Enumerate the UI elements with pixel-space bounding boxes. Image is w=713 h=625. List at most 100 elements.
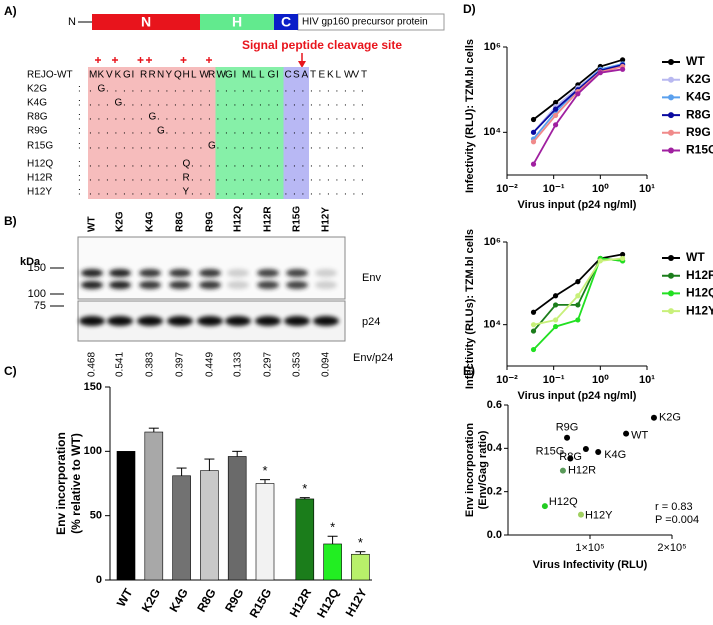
point	[530, 322, 537, 328]
legend-marker	[668, 308, 674, 315]
env-band	[227, 269, 249, 277]
env-band	[169, 281, 191, 289]
significance: *	[302, 481, 307, 496]
p24-band	[313, 316, 339, 326]
x-tick-label: K2G	[139, 586, 163, 614]
point	[530, 129, 537, 135]
x-tick-label: H12R	[287, 586, 315, 620]
point	[552, 302, 559, 308]
ratio: 0.297	[263, 352, 274, 377]
p24-band	[137, 316, 163, 326]
panel-label: B)	[4, 214, 17, 228]
lane-label: H12Y	[321, 207, 332, 232]
ratio: 0.397	[175, 352, 186, 377]
legend-label: H12Q	[686, 286, 713, 300]
x-tick-label: H12Q	[314, 586, 342, 620]
bar	[200, 470, 219, 581]
domain-c	[274, 14, 298, 30]
p24-band	[79, 316, 105, 326]
blot-env	[77, 236, 346, 300]
point	[650, 414, 657, 421]
legend-marker	[668, 255, 674, 261]
y-label: Infectivity (RLUs): TZM.bl cells	[464, 229, 476, 389]
point-label: R15G	[536, 445, 565, 457]
env-band	[81, 269, 103, 277]
ratio: 0.133	[233, 352, 244, 377]
legend-label: WT	[686, 54, 705, 68]
env-band	[227, 281, 249, 289]
y-label: (% relative to WT)	[69, 433, 83, 534]
domain-h	[200, 14, 274, 30]
x-tick-label: WT	[114, 586, 136, 610]
row-sep: :	[78, 159, 81, 170]
env-band	[81, 281, 103, 289]
marker-label: 100	[28, 288, 46, 300]
panel-label: A)	[4, 4, 17, 18]
domain-n	[92, 14, 200, 30]
x-tick-label: 10⁻¹	[543, 183, 565, 195]
legend-marker	[668, 59, 674, 65]
domain-label: C	[281, 14, 291, 30]
legend-marker	[668, 76, 674, 83]
point	[530, 346, 537, 353]
y-label: Env incorporation	[54, 432, 68, 535]
x-label: Virus Infectivity (RLU)	[533, 559, 648, 571]
y-tick-label: 0.4	[487, 442, 503, 454]
env-band	[199, 269, 221, 277]
band-label: Env	[362, 272, 381, 284]
legend-label: H12Y	[686, 303, 713, 317]
env-band	[286, 269, 308, 277]
x-tick-label: 10⁰	[592, 374, 609, 386]
point	[575, 293, 581, 299]
point	[530, 161, 537, 167]
x-tick-label: 10¹	[639, 374, 655, 386]
lane-label: H12Q	[233, 206, 244, 232]
env-band	[315, 269, 337, 277]
point	[619, 255, 626, 262]
legend-label: K4G	[686, 90, 711, 104]
x-tick-label: R9G	[222, 586, 246, 614]
point	[552, 293, 559, 299]
bar	[116, 451, 136, 581]
env-band	[257, 281, 279, 289]
x-tick-label: 10⁻²	[496, 374, 518, 386]
point	[597, 70, 603, 76]
x-tick-label: H12Y	[343, 586, 370, 619]
charge-marks	[95, 57, 212, 63]
ratio: 0.468	[87, 352, 98, 377]
env-band	[109, 281, 131, 289]
x-label: Virus input (p24 ng/ml)	[518, 199, 637, 211]
cleavage-arrowhead	[298, 61, 306, 68]
point	[575, 317, 581, 323]
env-band	[169, 269, 191, 277]
point	[552, 122, 559, 128]
ratio: 0.449	[205, 352, 216, 377]
point	[552, 323, 559, 330]
p24-band	[255, 316, 281, 326]
point	[552, 106, 559, 112]
lane-label: K4G	[145, 211, 156, 232]
legend-marker	[668, 129, 674, 136]
env-band	[139, 281, 161, 289]
row-sequence: ...........Y.....................	[89, 187, 364, 198]
row-name: K2G	[27, 84, 47, 95]
legend-marker	[668, 112, 674, 119]
x-tick-label: 2×10⁵	[657, 542, 686, 554]
row-sep: :	[78, 141, 81, 152]
row-sep: :	[78, 112, 81, 123]
c-region	[283, 67, 309, 199]
point	[530, 328, 537, 334]
row-sequence: ........G........................	[89, 126, 364, 137]
row-name: H12Q	[27, 159, 53, 170]
point	[575, 302, 581, 308]
env-band	[199, 281, 221, 289]
panel-label: C)	[4, 364, 17, 378]
row-name: REJO-WT	[27, 70, 73, 81]
x-tick-label: 1×10⁵	[575, 542, 604, 554]
lane-label: R8G	[175, 211, 186, 232]
significance: *	[262, 463, 267, 478]
row-sequence: ..............G..................	[89, 141, 364, 152]
row-name: H12R	[27, 173, 53, 184]
